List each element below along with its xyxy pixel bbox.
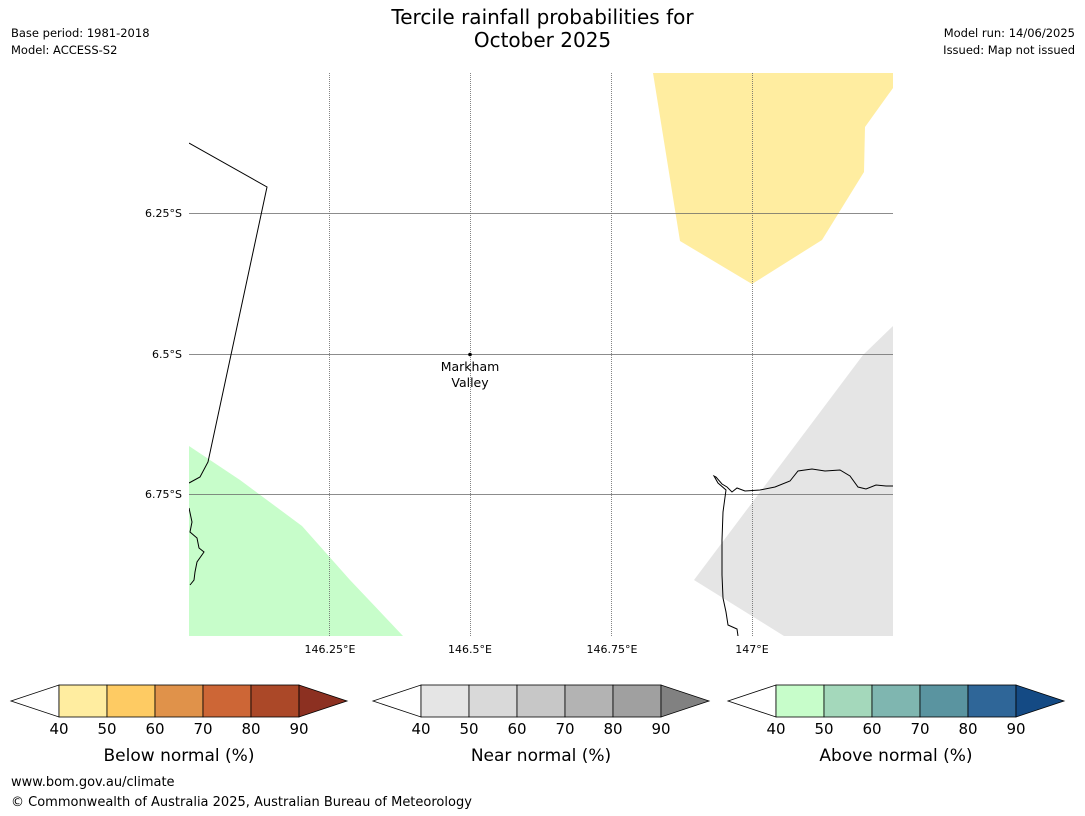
lon-label-146-5: 146.5°E <box>448 643 492 656</box>
below-tick-40: 40 <box>49 720 68 738</box>
header-left: Base period: 1981-2018 Model: ACCESS-S2 <box>11 25 150 59</box>
below-swatch-0 <box>58 684 108 718</box>
near-swatch-1 <box>468 684 518 718</box>
near-tick-70: 70 <box>555 720 574 738</box>
below-normal-region <box>653 73 893 284</box>
above-swatch-0 <box>775 684 825 718</box>
below-under-arrow <box>9 684 60 718</box>
title-line-2: October 2025 <box>473 28 612 52</box>
near-over-arrow <box>660 684 711 718</box>
header-right: Model run: 14/06/2025 Issued: Map not is… <box>943 25 1075 59</box>
district-boundary-line <box>189 142 268 484</box>
near-normal-region <box>694 326 893 636</box>
near-normal-label: Near normal (%) <box>471 746 611 766</box>
near-under-arrow <box>371 684 422 718</box>
legend-area: 40 50 60 70 80 90 40 50 60 70 80 90 40 50 60 70 80 90 B… <box>9 684 1066 766</box>
above-tick-70: 70 <box>910 720 929 738</box>
above-normal-colorbar: 40 50 60 70 80 90 <box>726 684 1066 738</box>
above-tick-60: 60 <box>862 720 881 738</box>
above-tick-50: 50 <box>814 720 833 738</box>
graticule <box>189 73 893 636</box>
below-swatch-4 <box>250 684 300 718</box>
map-title: Tercile rainfall probabilities for Octob… <box>0 6 1085 52</box>
below-swatch-2 <box>154 684 204 718</box>
near-tick-80: 80 <box>603 720 622 738</box>
above-swatch-2 <box>871 684 921 718</box>
below-tick-50: 50 <box>97 720 116 738</box>
above-tick-90: 90 <box>1006 720 1025 738</box>
below-tick-70: 70 <box>193 720 212 738</box>
near-tick-50: 50 <box>459 720 478 738</box>
near-normal-colorbar: 40 50 60 70 80 90 <box>371 684 711 738</box>
west-coastline <box>189 507 205 586</box>
footer-url[interactable]: www.bom.gov.au/climate <box>11 775 175 790</box>
below-normal-colorbar: 40 50 60 70 80 90 <box>9 684 349 738</box>
below-swatch-1 <box>106 684 156 718</box>
near-swatch-0 <box>420 684 470 718</box>
lon-label-147: 147°E <box>735 643 768 656</box>
lon-label-146-75: 146.75°E <box>587 643 638 656</box>
below-normal-label: Below normal (%) <box>104 746 255 766</box>
near-tick-60: 60 <box>507 720 526 738</box>
model-text: Model: ACCESS-S2 <box>11 43 118 57</box>
east-coastline <box>712 468 893 636</box>
below-over-arrow <box>298 684 349 718</box>
above-swatch-1 <box>823 684 873 718</box>
above-normal-label: Above normal (%) <box>819 746 972 766</box>
below-tick-90: 90 <box>289 720 308 738</box>
above-tick-80: 80 <box>958 720 977 738</box>
near-swatch-4 <box>612 684 662 718</box>
lon-label-146-25: 146.25°E <box>305 643 356 656</box>
lat-label-6-5: 6.5°S <box>152 348 182 361</box>
markham-valley-marker[interactable] <box>468 352 472 357</box>
near-tick-40: 40 <box>411 720 430 738</box>
lat-label-6-25: 6.25°S <box>145 207 182 220</box>
issued-text: Issued: Map not issued <box>943 43 1075 57</box>
footer-copyright: © Commonwealth of Australia 2025, Austra… <box>11 795 472 810</box>
near-swatch-2 <box>516 684 566 718</box>
place-label-line1: Markham <box>441 359 500 374</box>
lat-label-6-75: 6.75°S <box>145 488 182 501</box>
near-swatch-3 <box>564 684 614 718</box>
above-tick-40: 40 <box>766 720 785 738</box>
below-tick-80: 80 <box>241 720 260 738</box>
above-swatch-3 <box>919 684 969 718</box>
map-area <box>189 73 893 636</box>
below-tick-60: 60 <box>145 720 164 738</box>
base-period-text: Base period: 1981-2018 <box>11 26 150 40</box>
model-run-text: Model run: 14/06/2025 <box>943 26 1075 40</box>
above-swatch-4 <box>967 684 1017 718</box>
place-label-line2: Valley <box>451 375 489 390</box>
above-under-arrow <box>726 684 777 718</box>
above-normal-region <box>189 446 403 636</box>
near-tick-90: 90 <box>651 720 670 738</box>
title-line-1: Tercile rainfall probabilities for <box>391 5 694 29</box>
below-swatch-3 <box>202 684 252 718</box>
above-over-arrow <box>1015 684 1066 718</box>
